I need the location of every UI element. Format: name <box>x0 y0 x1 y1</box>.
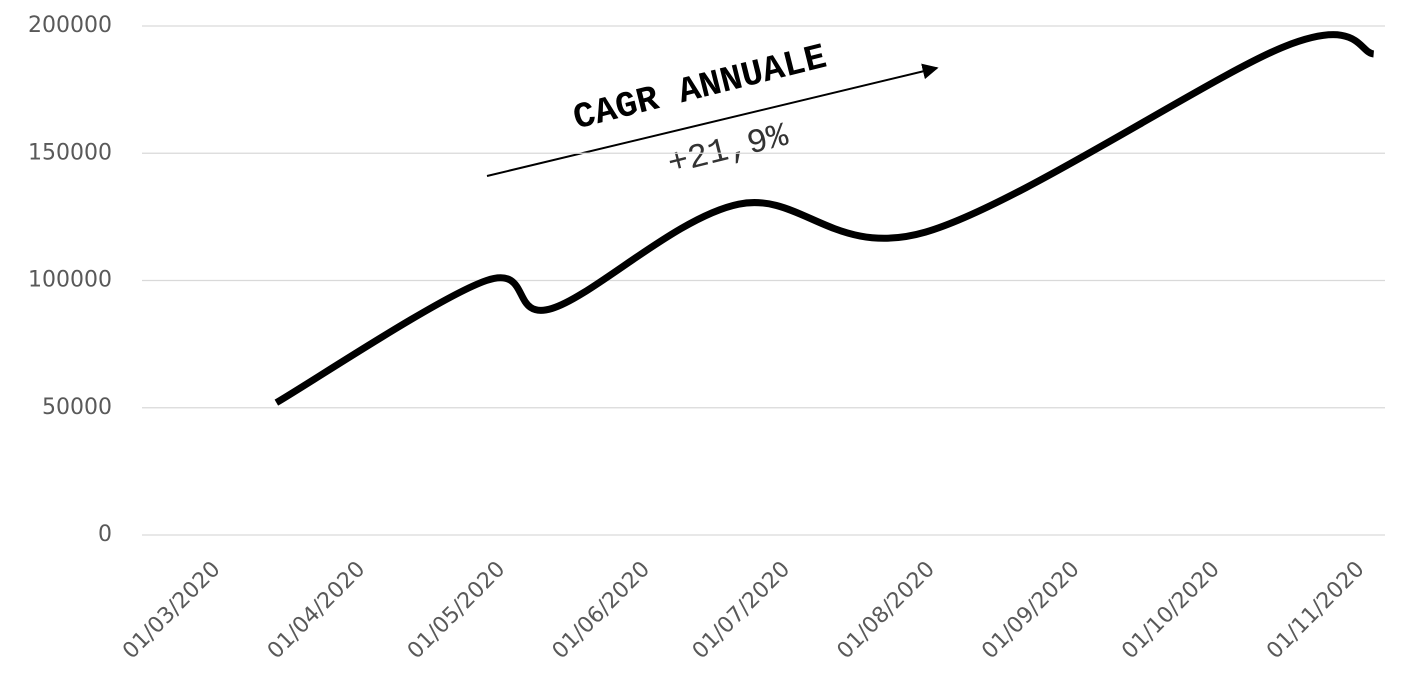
x-tick-label: 01/09/2020 <box>977 557 1084 664</box>
x-tick-label: 01/08/2020 <box>833 557 940 664</box>
x-tick-label: 01/06/2020 <box>548 557 655 664</box>
x-tick-label: 01/10/2020 <box>1117 557 1224 664</box>
x-tick-label: 01/11/2020 <box>1262 557 1369 664</box>
y-tick-label: 200000 <box>28 13 112 38</box>
y-tick-label: 150000 <box>28 140 112 165</box>
y-tick-label: 50000 <box>42 395 112 420</box>
annotation-arrow <box>486 63 939 177</box>
x-tick-label: 01/03/2020 <box>118 557 225 664</box>
y-tick-label: 0 <box>98 522 112 547</box>
x-tick-label: 01/05/2020 <box>403 557 510 664</box>
x-tick-label: 01/07/2020 <box>688 557 795 664</box>
annotation: +21,9% <box>664 118 793 185</box>
y-tick-label: 100000 <box>28 268 112 293</box>
line-series <box>274 31 1375 406</box>
x-tick-label: 01/04/2020 <box>263 557 370 664</box>
